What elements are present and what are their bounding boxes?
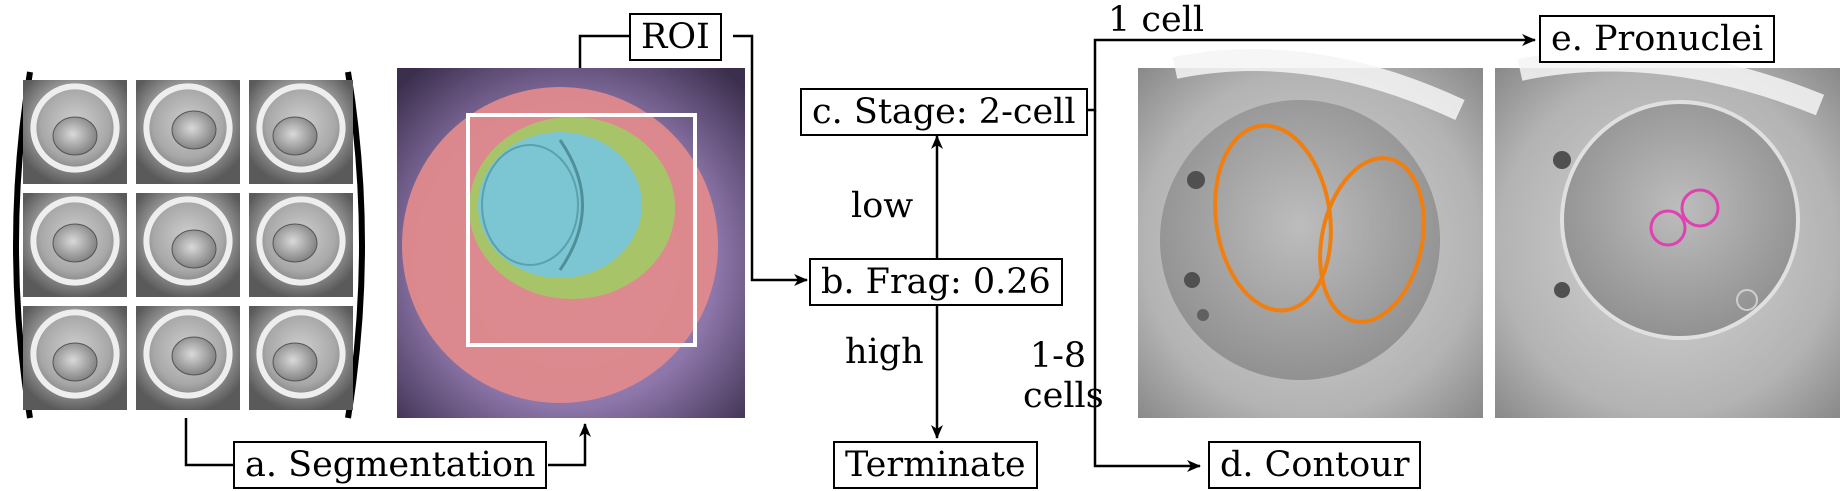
contour-image bbox=[1138, 49, 1483, 418]
zygote-body bbox=[1560, 100, 1800, 340]
arrow-roi-to-frag bbox=[733, 34, 808, 286]
cytoplasm-region bbox=[478, 132, 642, 278]
connector-grid-to-seg-label bbox=[184, 418, 233, 467]
embryo-thumbnail-5 bbox=[136, 193, 240, 297]
embryo-thumbnail-9 bbox=[249, 306, 353, 410]
edge-label-high: high bbox=[845, 332, 924, 372]
embryo-thumbnail-3 bbox=[249, 80, 353, 184]
blastomere-left bbox=[481, 144, 579, 266]
connectors bbox=[184, 34, 1536, 472]
cell-contour-right bbox=[1318, 156, 1426, 324]
embryo-thumbnail-2 bbox=[136, 80, 240, 184]
well-rim-highlight-2 bbox=[1517, 49, 1825, 116]
connector-roi-left bbox=[578, 34, 629, 68]
embryo-thumbnail-6 bbox=[249, 193, 353, 297]
node-stage: c. Stage: 2-cell bbox=[800, 88, 1088, 136]
node-terminate: Terminate bbox=[833, 441, 1038, 489]
arrow-seg-to-image bbox=[548, 423, 591, 467]
segmentation-image bbox=[397, 68, 745, 418]
embryo-thumbnail-8 bbox=[136, 306, 240, 410]
edge-label-one-cell: 1 cell bbox=[1108, 0, 1205, 40]
blastomere-boundary bbox=[558, 139, 584, 271]
node-roi: ROI bbox=[629, 13, 722, 61]
pronucleus-1 bbox=[1649, 209, 1687, 247]
node-contour: d. Contour bbox=[1208, 441, 1422, 489]
right-bracket bbox=[345, 71, 365, 419]
edge-label-one-to-eight-line2: cells bbox=[1023, 376, 1104, 416]
pronucleus-2 bbox=[1680, 188, 1720, 228]
node-segmentation: a. Segmentation bbox=[233, 441, 548, 489]
edge-label-one-to-eight-line1: 1-8 bbox=[1029, 336, 1087, 376]
roi-box bbox=[466, 113, 697, 347]
node-pronuclei: e. Pronuclei bbox=[1539, 15, 1776, 63]
embryo-thumbnail-4 bbox=[23, 193, 127, 297]
embryo-body bbox=[1160, 100, 1440, 380]
edge-label-low: low bbox=[851, 186, 914, 226]
well-rim-highlight bbox=[1172, 49, 1465, 120]
node-frag: b. Frag: 0.26 bbox=[809, 258, 1063, 306]
embryo-thumbnail-7 bbox=[23, 306, 127, 410]
embryo-thumbnail-1 bbox=[23, 80, 127, 184]
pronuclei-image bbox=[1495, 49, 1840, 418]
edge-label-one-to-eight: 1-8 cells bbox=[1023, 336, 1104, 416]
arrow-stage-to-contour bbox=[1093, 110, 1201, 472]
